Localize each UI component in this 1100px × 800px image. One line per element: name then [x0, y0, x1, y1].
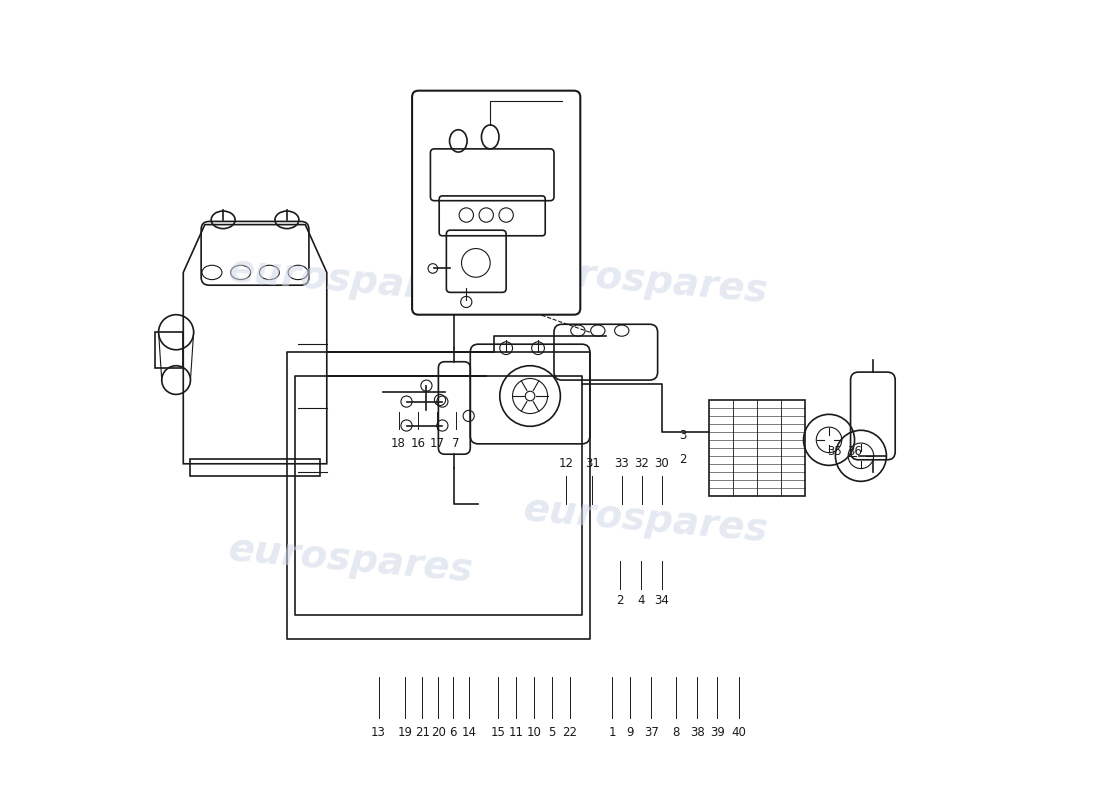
Text: 8: 8: [672, 726, 680, 739]
Text: 2: 2: [680, 454, 686, 466]
FancyBboxPatch shape: [412, 90, 581, 314]
Text: eurospares: eurospares: [521, 490, 770, 550]
Text: 20: 20: [431, 726, 446, 739]
Text: 34: 34: [654, 594, 669, 607]
Text: 14: 14: [461, 726, 476, 739]
Text: 7: 7: [452, 438, 460, 450]
Text: 9: 9: [626, 726, 634, 739]
Text: 11: 11: [508, 726, 524, 739]
Text: 21: 21: [415, 726, 430, 739]
Text: 6: 6: [449, 726, 456, 739]
Text: eurospares: eurospares: [227, 250, 475, 310]
Text: 19: 19: [397, 726, 412, 739]
Text: eurospares: eurospares: [521, 250, 770, 310]
Text: 35: 35: [827, 446, 842, 458]
Text: 15: 15: [491, 726, 506, 739]
Text: 33: 33: [615, 458, 629, 470]
Text: eurospares: eurospares: [227, 530, 475, 589]
Text: 31: 31: [585, 458, 600, 470]
Text: 5: 5: [548, 726, 556, 739]
Bar: [190, 459, 320, 476]
Text: 28: 28: [542, 172, 558, 185]
Text: 4: 4: [637, 594, 645, 607]
Text: 17: 17: [429, 438, 444, 450]
Text: 29: 29: [542, 198, 558, 211]
Text: 18: 18: [392, 438, 406, 450]
Text: 38: 38: [690, 726, 705, 739]
Text: 10: 10: [527, 726, 541, 739]
Text: 27: 27: [542, 145, 558, 158]
Text: 22: 22: [562, 726, 578, 739]
Text: 3: 3: [680, 430, 686, 442]
Text: 13: 13: [371, 726, 386, 739]
Bar: [710, 400, 805, 496]
Text: 37: 37: [644, 726, 659, 739]
Text: 30: 30: [654, 458, 669, 470]
Text: 40: 40: [732, 726, 747, 739]
Text: 23: 23: [542, 250, 558, 263]
Text: 32: 32: [635, 458, 649, 470]
Text: 25: 25: [542, 224, 558, 237]
Bar: [155, 332, 184, 368]
Text: 12: 12: [559, 458, 573, 470]
Text: 16: 16: [411, 438, 426, 450]
Text: 36: 36: [847, 446, 862, 458]
Text: 2: 2: [616, 594, 624, 607]
Text: 26: 26: [542, 278, 558, 291]
Text: 39: 39: [710, 726, 725, 739]
Text: 24: 24: [425, 229, 440, 242]
Text: 1: 1: [608, 726, 616, 739]
